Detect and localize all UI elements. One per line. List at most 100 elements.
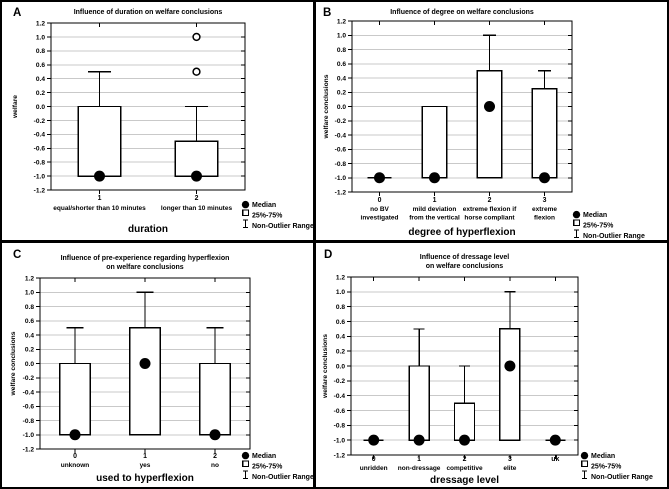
y-tick-label: -0.4 (335, 132, 347, 139)
legend-median-label: Median (252, 453, 276, 460)
x-axis-title: dressage level (430, 475, 499, 486)
y-tick-label: -0.2 (23, 375, 35, 382)
x-category-label: equal/shorter than 10 minutes (53, 205, 146, 212)
legend-median-swatch (580, 451, 589, 459)
legend-whisker-label: Non-Outlier Range (591, 474, 653, 481)
x-category-value: 1 (417, 456, 421, 463)
outlier-point (192, 67, 201, 76)
y-tick-label: 0.0 (336, 363, 345, 370)
median-dot (139, 357, 151, 369)
y-tick-label: -1.0 (334, 437, 346, 444)
y-tick-label: 0.2 (25, 346, 34, 353)
iqr-box (128, 326, 162, 435)
x-axis-title: duration (128, 224, 168, 235)
y-tick-label: 0.6 (36, 62, 45, 69)
y-tick-label: 1.2 (336, 274, 345, 281)
y-tick-label: -1.2 (335, 189, 347, 196)
x-category-label: from the vertical (409, 215, 460, 222)
legend-whisker-label: Non-Outlier Range (252, 474, 314, 481)
x-category-label: mild deviation (413, 206, 457, 213)
y-tick-label: 0.2 (337, 90, 346, 97)
plot-border (351, 20, 573, 193)
y-tick-label: 0.2 (336, 348, 345, 355)
median-dot (459, 434, 470, 446)
y-tick-label: -0.6 (334, 407, 346, 414)
y-tick-label: -0.2 (34, 118, 46, 125)
y-tick-label: 1.2 (36, 20, 45, 27)
x-category-label: non-dressage (398, 465, 441, 472)
y-tick-label: -0.2 (335, 118, 347, 125)
x-category-value: uk (551, 456, 559, 463)
median-dot (94, 170, 105, 182)
x-category-value: 2 (488, 197, 492, 204)
y-tick-label: 0.6 (337, 61, 346, 68)
iqr-box (476, 70, 503, 179)
x-axis-title: degree of hyperflexion (408, 227, 515, 238)
panel-c-preexperience-boxplot: C Influence of pre-experience regarding h… (10, 249, 314, 484)
x-category-label: horse compliant (464, 215, 515, 222)
x-category-value: 0 (372, 456, 376, 463)
y-tick-label: -0.8 (23, 417, 35, 424)
y-tick-label: 0.0 (36, 104, 45, 111)
y-tick-label: -0.4 (23, 389, 35, 396)
panel-label: A (13, 7, 21, 19)
y-tick-label: 0.0 (337, 104, 346, 111)
y-tick-label: -1.2 (34, 187, 46, 194)
y-tick-label: -0.8 (34, 160, 46, 167)
median-dot (191, 170, 202, 182)
y-tick-label: 1.0 (36, 34, 45, 41)
x-category-value: 2 (213, 453, 217, 460)
legend-box-label: 25%-75% (591, 463, 622, 470)
x-category-label: no (211, 462, 219, 469)
x-category-value: 0 (378, 197, 382, 204)
panel-label: D (324, 249, 332, 261)
panel-a-duration-boxplot: A Influence of duration on welfare conclu… (12, 7, 314, 235)
median-dot (484, 101, 495, 112)
x-axis-title: used to hyperflexion (96, 473, 194, 484)
legend-box-label: 25%-75% (583, 223, 614, 230)
x-category-value: 2 (463, 456, 467, 463)
iqr-box (499, 327, 521, 441)
y-tick-label: 0.6 (25, 318, 34, 325)
iqr-box (421, 105, 448, 179)
y-tick-label: 0.8 (337, 47, 346, 54)
x-category-value: 3 (508, 456, 512, 463)
y-tick-label: -0.4 (334, 393, 346, 400)
y-tick-label: 1.2 (25, 275, 34, 282)
y-tick-label: -0.8 (334, 422, 346, 429)
iqr-box (198, 362, 232, 435)
x-category-value: 1 (433, 197, 437, 204)
x-category-label: unknown (61, 462, 90, 469)
outlier-point (192, 32, 201, 42)
y-tick-label: -1.0 (23, 432, 35, 439)
y-tick-label: -0.6 (34, 146, 46, 153)
x-category-label: longer than 10 minutes (161, 205, 233, 212)
legend-box-swatch (242, 459, 250, 467)
chart-title: on welfare conclusions (426, 263, 504, 270)
median-dot (413, 434, 425, 446)
x-category-label: extreme flexion if (463, 206, 517, 213)
legend-median-label: Median (583, 212, 607, 219)
x-category-label: elite (503, 465, 516, 472)
legend-median-swatch (241, 200, 250, 209)
legend-box-label: 25%-75% (252, 463, 283, 470)
y-tick-label: 0.4 (337, 75, 346, 82)
legend-box-swatch (242, 209, 250, 217)
legend-box-swatch (581, 459, 588, 467)
y-tick-label: -1.0 (34, 173, 46, 180)
iqr-box (453, 401, 476, 441)
panel-b-degree-boxplot: B Influence of degree on welfare conclusi… (323, 7, 645, 240)
x-category-label: competitive (446, 465, 483, 472)
y-tick-label: 0.4 (36, 76, 45, 83)
legend-whisker-label: Non-Outlier Range (252, 223, 314, 230)
y-tick-label: 0.6 (336, 318, 345, 325)
x-category-value: 1 (98, 195, 102, 202)
median-dot (549, 434, 561, 446)
y-tick-label: 0.2 (36, 90, 45, 97)
x-category-value: 3 (543, 197, 547, 204)
x-category-value: 2 (195, 195, 199, 202)
iqr-box (77, 105, 122, 177)
iqr-box (408, 364, 430, 441)
x-category-label: flexion (534, 215, 555, 222)
